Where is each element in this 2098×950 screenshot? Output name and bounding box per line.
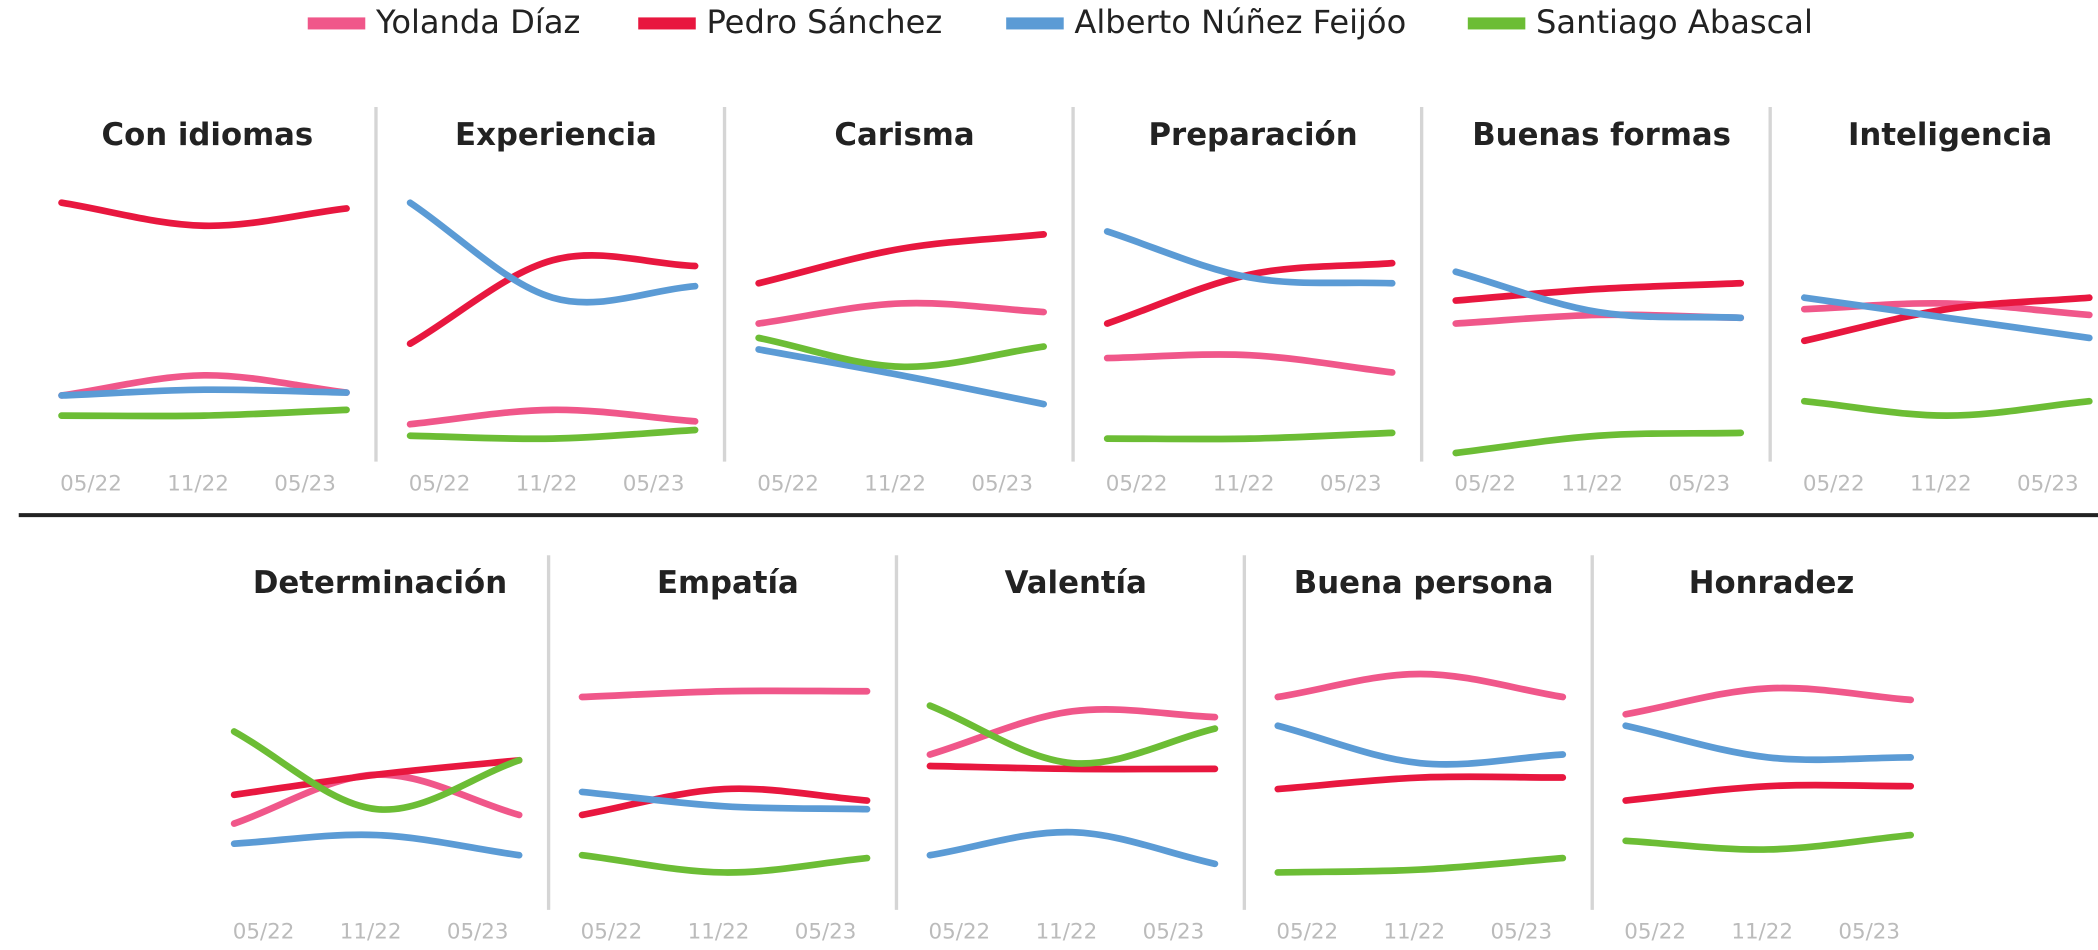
- panel-title: Inteligencia: [1848, 117, 2052, 153]
- legend-label: Alberto Núñez Feijóo: [1074, 3, 1406, 41]
- x-tick-label: 05/22: [233, 920, 295, 945]
- series-line: [1103, 228, 1396, 287]
- panel-title: Valentía: [1005, 565, 1147, 601]
- x-tick-label: 05/22: [929, 920, 991, 945]
- series-line: [578, 785, 871, 819]
- series-line: [1622, 722, 1915, 764]
- series-line: [755, 231, 1047, 287]
- legend-label: Santiago Abascal: [1536, 3, 1813, 41]
- panel-title: Preparación: [1148, 117, 1357, 153]
- series-line: [1103, 259, 1396, 327]
- series-line: [58, 386, 350, 399]
- x-tick-label: 11/22: [516, 471, 578, 496]
- series-line: [1622, 831, 1915, 853]
- x-tick-label: 05/23: [2017, 471, 2079, 496]
- series-line: [1622, 781, 1915, 804]
- legend-swatch: [638, 17, 696, 30]
- x-tick-label: 05/22: [581, 920, 643, 945]
- x-tick-label: 05/23: [971, 471, 1033, 496]
- x-tick-label: 11/22: [1561, 471, 1623, 496]
- series-line: [406, 406, 699, 428]
- x-tick-label: 11/22: [1731, 920, 1793, 945]
- series-line: [755, 346, 1047, 408]
- panel-title: Experiencia: [455, 117, 657, 153]
- series-line: [1800, 397, 2093, 419]
- series-line: [230, 831, 523, 859]
- x-tick-label: 05/23: [274, 471, 336, 496]
- x-tick-label: 05/22: [1106, 471, 1168, 496]
- series-line: [578, 851, 871, 876]
- x-tick-label: 05/22: [60, 471, 122, 496]
- legend-swatch: [1467, 17, 1526, 30]
- x-tick-label: 11/22: [1910, 471, 1972, 496]
- series-line: [926, 706, 1219, 758]
- series-line: [230, 728, 523, 813]
- series-line: [1103, 429, 1396, 443]
- x-tick-label: 05/22: [1276, 920, 1338, 945]
- series-line: [406, 252, 699, 348]
- series-line: [755, 299, 1047, 327]
- x-tick-label: 11/22: [340, 920, 402, 945]
- x-tick-label: 05/23: [1490, 920, 1552, 945]
- x-tick-label: 05/23: [1143, 920, 1205, 945]
- panel-title: Empatía: [657, 565, 799, 601]
- x-tick-label: 05/22: [1624, 920, 1686, 945]
- x-tick-label: 05/23: [447, 920, 509, 945]
- series-line: [1622, 684, 1915, 718]
- x-tick-label: 11/22: [1213, 471, 1275, 496]
- panel-title: Carisma: [834, 117, 974, 153]
- series-line: [406, 426, 699, 443]
- x-tick-label: 11/22: [688, 920, 750, 945]
- series-line: [1274, 773, 1567, 793]
- legend-label: Yolanda Díaz: [375, 3, 580, 41]
- x-tick-label: 05/23: [1668, 471, 1730, 496]
- x-tick-label: 05/23: [1320, 471, 1382, 496]
- x-tick-label: 05/23: [795, 920, 857, 945]
- legend-label: Pedro Sánchez: [706, 3, 942, 41]
- series-line: [58, 406, 350, 420]
- x-tick-label: 05/23: [1838, 920, 1900, 945]
- series-line: [1274, 854, 1567, 876]
- series-line: [1452, 429, 1745, 457]
- series-line: [1452, 279, 1745, 304]
- series-line: [1103, 351, 1396, 376]
- series-line: [1452, 268, 1745, 322]
- legend-swatch: [1006, 17, 1064, 30]
- x-tick-label: 11/22: [167, 471, 229, 496]
- panel-title: Buenas formas: [1472, 117, 1731, 153]
- series-line: [406, 199, 699, 306]
- panel-title: Determinación: [253, 565, 507, 601]
- panel-title: Buena persona: [1294, 565, 1554, 601]
- panel-title: Con idiomas: [102, 117, 314, 153]
- x-tick-label: 11/22: [864, 471, 926, 496]
- x-tick-label: 05/22: [1803, 471, 1865, 496]
- series-line: [926, 828, 1219, 868]
- x-tick-label: 05/23: [623, 471, 685, 496]
- series-line: [1274, 670, 1567, 701]
- series-line: [1800, 294, 2093, 342]
- series-line: [926, 762, 1219, 773]
- series-line: [926, 702, 1219, 767]
- x-tick-label: 05/22: [1454, 471, 1516, 496]
- series-line: [755, 334, 1047, 371]
- series-line: [58, 199, 350, 230]
- legend-swatch: [307, 17, 366, 30]
- series-line: [578, 788, 871, 813]
- x-tick-label: 05/22: [409, 471, 471, 496]
- x-tick-label: 11/22: [1383, 920, 1445, 945]
- series-line: [230, 756, 523, 799]
- series-line: [58, 371, 350, 399]
- series-line: [1800, 294, 2093, 345]
- x-tick-label: 05/22: [757, 471, 819, 496]
- panel-title: Honradez: [1689, 565, 1855, 601]
- x-tick-label: 11/22: [1036, 920, 1098, 945]
- series-line: [1274, 722, 1567, 768]
- series-line: [578, 687, 871, 701]
